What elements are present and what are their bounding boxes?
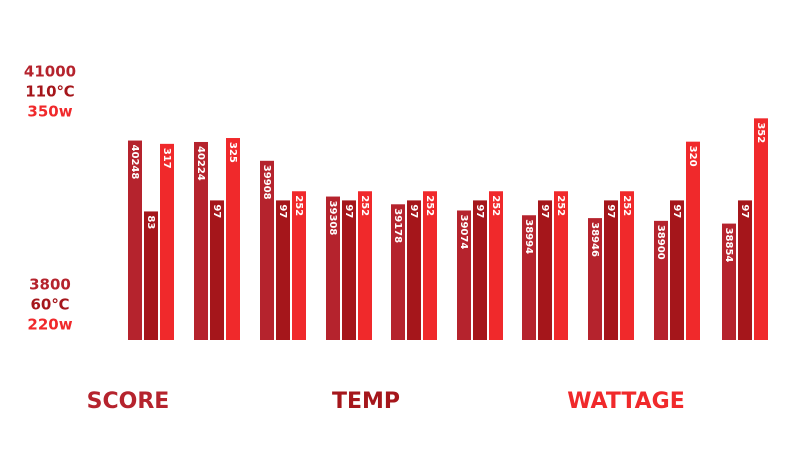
axis-label: 3800 <box>29 276 71 294</box>
bar <box>654 220 668 340</box>
bar <box>738 200 752 340</box>
value-label: 38854 <box>723 228 734 263</box>
value-label: 97 <box>343 204 354 218</box>
value-label: 83 <box>145 215 156 229</box>
value-label: 40224 <box>195 146 206 181</box>
value-label: 38994 <box>523 219 534 254</box>
bar <box>358 191 372 340</box>
axis-label: 220w <box>27 316 72 334</box>
bar <box>226 138 240 340</box>
bar <box>144 211 158 340</box>
value-label: 97 <box>211 204 222 218</box>
value-label: 40248 <box>129 145 140 180</box>
legend-label: SCORE <box>87 389 170 414</box>
value-label: 252 <box>490 195 501 216</box>
bar <box>194 141 208 340</box>
bar <box>128 140 142 340</box>
axis-label: 110℃ <box>25 83 74 101</box>
bar <box>722 223 736 340</box>
value-label: 252 <box>359 195 370 216</box>
value-label: 252 <box>621 195 632 216</box>
bar <box>554 191 568 340</box>
bar <box>292 191 306 340</box>
bar <box>538 200 552 340</box>
value-label: 252 <box>555 195 566 216</box>
value-label: 39908 <box>261 165 272 200</box>
value-label: 352 <box>755 122 766 143</box>
axis-label: 60℃ <box>30 296 69 314</box>
bar <box>342 200 356 340</box>
value-label: 97 <box>277 204 288 218</box>
bar <box>210 200 224 340</box>
value-label: 97 <box>671 204 682 218</box>
value-label: 97 <box>408 204 419 218</box>
bar <box>588 218 602 340</box>
value-label: 320 <box>687 146 698 167</box>
value-label: 97 <box>539 204 550 218</box>
value-label: 252 <box>424 195 435 216</box>
bar <box>407 200 421 340</box>
value-label: 97 <box>474 204 485 218</box>
legend-label: WATTAGE <box>567 389 685 414</box>
axis-label: 350w <box>27 103 72 121</box>
value-label: 38946 <box>589 222 600 257</box>
value-label: 39178 <box>392 208 403 243</box>
value-label: 252 <box>293 195 304 216</box>
value-label: 325 <box>227 142 238 163</box>
value-label: 39308 <box>327 201 338 236</box>
bar <box>473 200 487 340</box>
bar <box>522 215 536 340</box>
legend-label: TEMP <box>332 389 400 414</box>
bar <box>391 204 405 340</box>
value-label: 97 <box>605 204 616 218</box>
bar <box>160 143 174 340</box>
value-label: 38900 <box>655 225 666 260</box>
value-label: 317 <box>161 148 172 169</box>
bar <box>670 200 684 340</box>
bar <box>423 191 437 340</box>
bar <box>457 210 471 340</box>
value-label: 97 <box>739 204 750 218</box>
bar <box>489 191 503 340</box>
bar <box>686 141 700 340</box>
value-label: 39074 <box>458 214 469 249</box>
bar <box>276 200 290 340</box>
axis-label: 41000 <box>24 63 76 81</box>
bar <box>604 200 618 340</box>
bar <box>326 196 340 340</box>
bar <box>260 160 274 340</box>
bar <box>620 191 634 340</box>
bar <box>754 118 768 340</box>
